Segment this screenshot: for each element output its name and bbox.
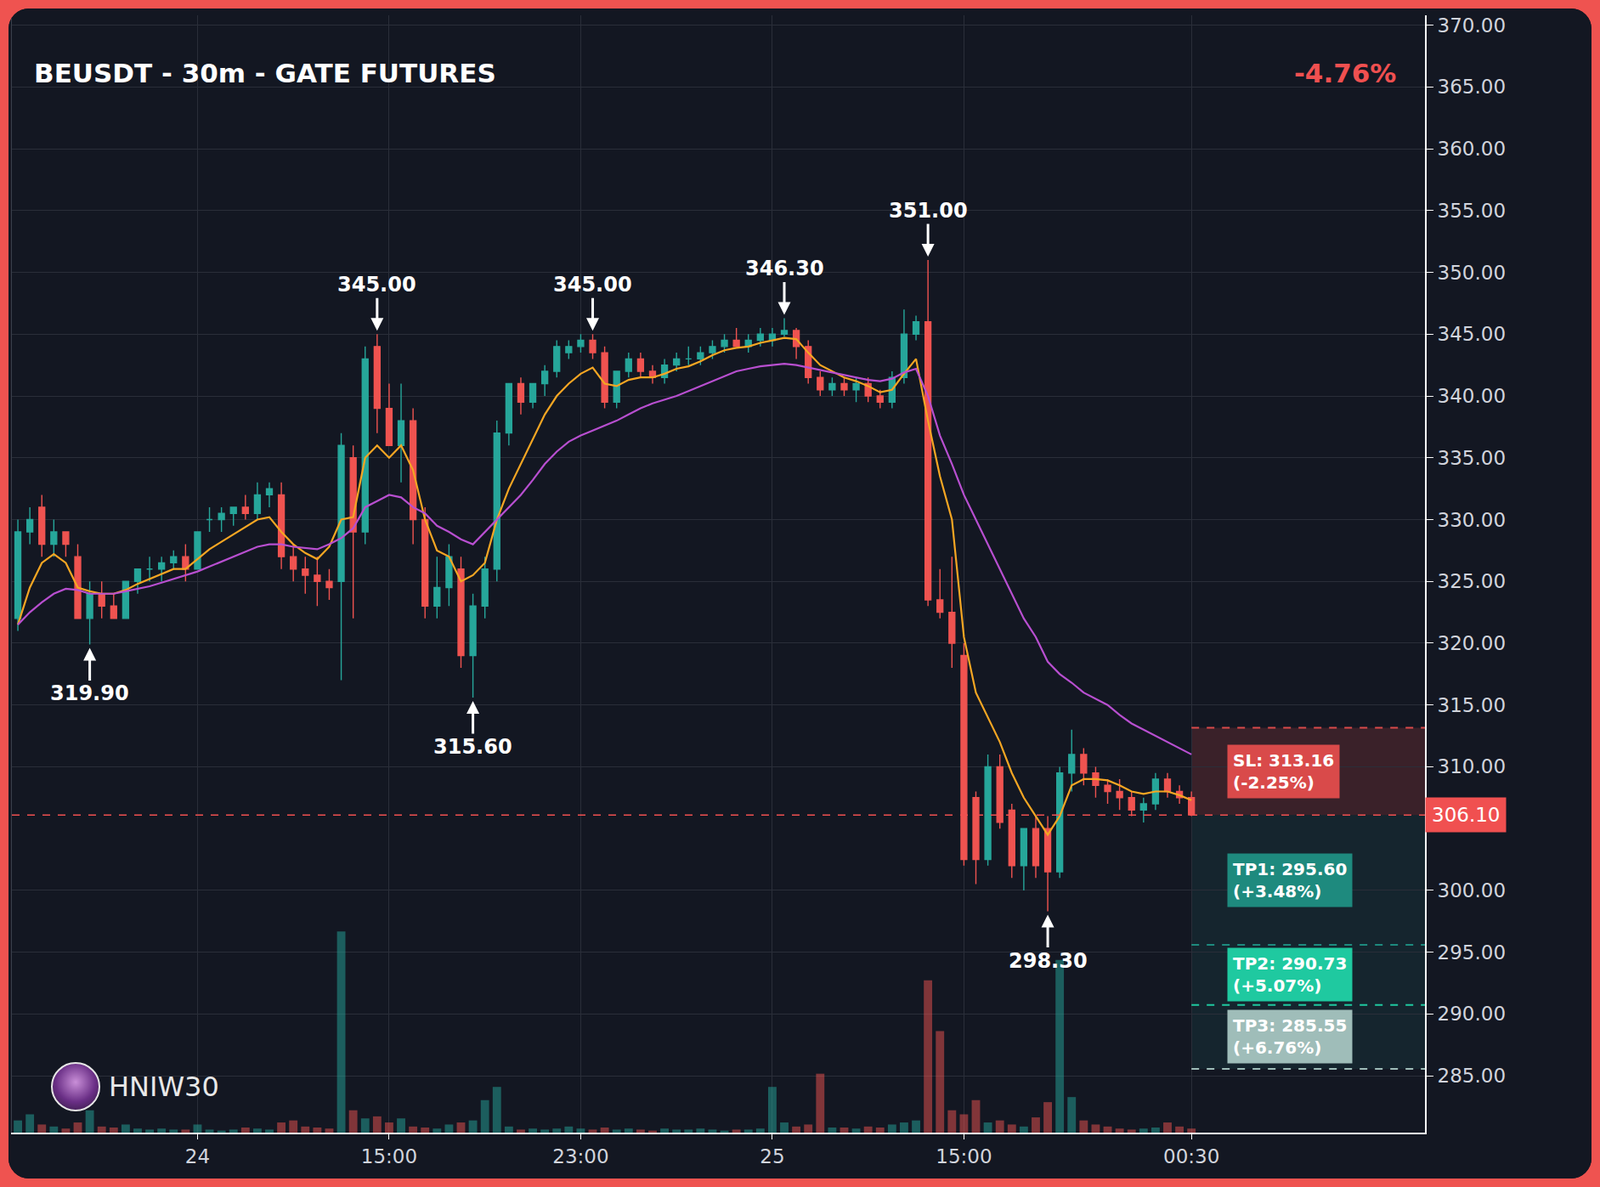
svg-text:15:00: 15:00 [935,1145,992,1168]
svg-text:BEUSDT - 30m - GATE FUTURES: BEUSDT - 30m - GATE FUTURES [33,57,497,89]
svg-text:23:00: 23:00 [552,1145,609,1168]
svg-text:295.00: 295.00 [1437,941,1506,964]
svg-text:24: 24 [185,1145,210,1168]
svg-text:370.00: 370.00 [1437,14,1506,37]
svg-text:351.00: 351.00 [888,198,968,223]
svg-text:320.00: 320.00 [1437,632,1506,655]
svg-text:355.00: 355.00 [1437,199,1506,222]
svg-text:365.00: 365.00 [1437,75,1506,98]
svg-text:315.00: 315.00 [1437,694,1506,717]
svg-text:310.00: 310.00 [1437,755,1506,778]
svg-text:00:30: 00:30 [1163,1145,1220,1168]
svg-text:SL: 313.16(-2.25%): SL: 313.16(-2.25%) [1232,750,1335,793]
svg-text:330.00: 330.00 [1437,508,1506,532]
svg-text:306.10: 306.10 [1431,803,1500,826]
svg-text:350.00: 350.00 [1437,261,1506,284]
html-text:HNIW30: HNIW30 [108,1070,220,1103]
svg-text:300.00: 300.00 [1437,879,1506,902]
svg-text:298.30: 298.30 [1008,949,1088,973]
svg-text:TP1: 295.60(+3.48%): TP1: 295.60(+3.48%) [1232,859,1347,902]
svg-text:345.00: 345.00 [553,272,633,297]
svg-text:335.00: 335.00 [1437,446,1506,470]
svg-text:345.00: 345.00 [337,272,417,297]
svg-text:-4.76%: -4.76% [1294,57,1397,89]
svg-text:285.00: 285.00 [1437,1064,1506,1087]
svg-text:290.00: 290.00 [1437,1002,1506,1025]
svg-text:346.30: 346.30 [745,256,825,281]
svg-text:325.00: 325.00 [1437,570,1506,593]
svg-text:340.00: 340.00 [1437,384,1506,408]
svg-text:15:00: 15:00 [361,1145,418,1168]
svg-text:360.00: 360.00 [1437,137,1506,160]
svg-text:315.60: 315.60 [433,734,513,759]
svg-text:319.90: 319.90 [50,681,130,706]
svg-text:TP2: 290.73(+5.07%): TP2: 290.73(+5.07%) [1232,953,1347,996]
svg-text:345.00: 345.00 [1437,322,1506,345]
svg-text:25: 25 [759,1145,785,1168]
svg-text:TP3: 285.55(+6.76%): TP3: 285.55(+6.76%) [1232,1015,1347,1058]
